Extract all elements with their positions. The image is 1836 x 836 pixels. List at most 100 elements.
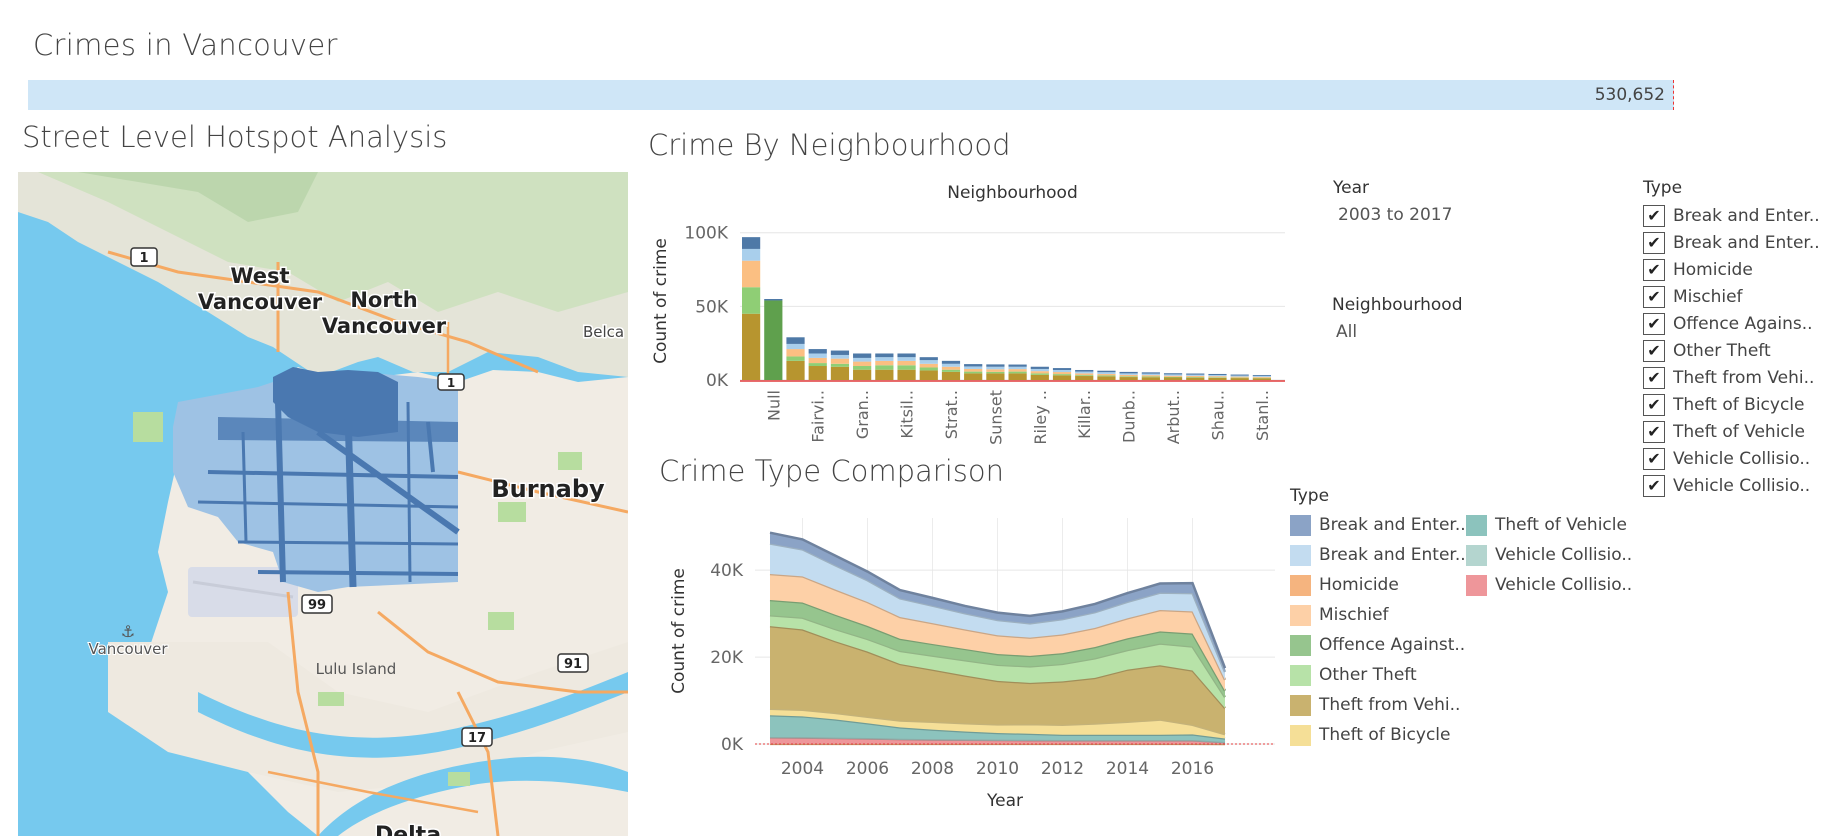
checkbox-checked-icon[interactable]: ✔ — [1643, 393, 1665, 416]
type-filter-item[interactable]: ✔ Theft from Vehi.. — [1643, 364, 1836, 391]
bar-segment[interactable] — [1008, 371, 1027, 374]
bar-segment[interactable] — [1141, 377, 1160, 380]
checkbox-checked-icon[interactable]: ✔ — [1643, 339, 1665, 362]
bar-segment[interactable] — [919, 363, 938, 368]
bar-segment[interactable] — [964, 373, 983, 380]
area-series[interactable] — [770, 615, 1225, 709]
bar-segment[interactable] — [875, 360, 894, 366]
bar-segment[interactable] — [1008, 369, 1027, 372]
bar-segment[interactable] — [1252, 376, 1272, 378]
total-crimes-bar[interactable]: 530,652 — [28, 80, 1674, 110]
bar-segment[interactable] — [1208, 373, 1227, 375]
bar-segment[interactable] — [1008, 366, 1027, 370]
area-series[interactable] — [770, 600, 1225, 698]
bar-segment[interactable] — [786, 356, 805, 361]
bar-segment[interactable] — [1075, 371, 1094, 374]
bar-segment[interactable] — [941, 371, 961, 380]
bar-segment[interactable] — [941, 360, 961, 364]
bar-segment[interactable] — [1030, 373, 1049, 375]
checkbox-checked-icon[interactable]: ✔ — [1643, 447, 1665, 470]
legend-item[interactable]: Homicide — [1290, 570, 1470, 600]
bar-segment[interactable] — [1163, 375, 1183, 377]
bar-segment[interactable] — [1119, 371, 1138, 374]
bar-segment[interactable] — [764, 300, 783, 380]
type-filter-item[interactable]: ✔ Break and Enter.. — [1643, 229, 1836, 256]
bar-segment[interactable] — [1252, 378, 1272, 380]
bar-segment[interactable] — [941, 366, 961, 370]
bar-segment[interactable] — [764, 299, 783, 301]
crime-type-area-chart[interactable]: 40K 20K 0K 2004 2006 2008 2010 2012 2014 2016 Year… — [660, 498, 1280, 818]
legend-item[interactable]: Vehicle Collisio.. — [1466, 570, 1646, 600]
bar-segment[interactable] — [742, 287, 761, 314]
bar-segment[interactable] — [808, 366, 827, 380]
bar-segment[interactable] — [941, 369, 961, 372]
bar-segment[interactable] — [830, 363, 850, 367]
bar-segment[interactable] — [1097, 375, 1116, 377]
type-filter-item[interactable]: ✔ Homicide — [1643, 256, 1836, 283]
bar-segment[interactable] — [1030, 368, 1049, 372]
legend-item[interactable]: Offence Against.. — [1290, 630, 1470, 660]
bar-segment[interactable] — [830, 358, 850, 364]
bar-segment[interactable] — [808, 349, 827, 354]
bar-segment[interactable] — [897, 353, 916, 358]
legend-item[interactable]: Mischief — [1290, 600, 1470, 630]
bar-segment[interactable] — [964, 371, 983, 374]
bar-segment[interactable] — [875, 369, 894, 380]
checkbox-checked-icon[interactable]: ✔ — [1643, 366, 1665, 389]
checkbox-checked-icon[interactable]: ✔ — [1643, 474, 1665, 497]
bar-segment[interactable] — [1119, 376, 1138, 378]
checkbox-checked-icon[interactable]: ✔ — [1643, 285, 1665, 308]
bar-segment[interactable] — [875, 357, 894, 361]
bar-segment[interactable] — [1163, 373, 1183, 375]
legend-item[interactable]: Break and Enter.. — [1290, 510, 1470, 540]
bar-segment[interactable] — [1097, 376, 1116, 380]
bar-segment[interactable] — [964, 366, 983, 369]
bar-segment[interactable] — [786, 343, 805, 350]
area-series[interactable] — [770, 626, 1225, 735]
bar-segment[interactable] — [1186, 374, 1205, 376]
bar-segment[interactable] — [986, 369, 1005, 372]
bar-segment[interactable] — [1208, 376, 1227, 378]
bar-segment[interactable] — [986, 373, 1005, 380]
bar-segment[interactable] — [1230, 374, 1249, 376]
bar-segment[interactable] — [853, 353, 872, 358]
bar-segment[interactable] — [786, 349, 805, 357]
bar-segment[interactable] — [742, 313, 761, 380]
bar-segment[interactable] — [1141, 372, 1160, 374]
bar-segment[interactable] — [1052, 375, 1072, 380]
bar-segment[interactable] — [1186, 377, 1205, 380]
bar-segment[interactable] — [1163, 374, 1183, 376]
bar-segment[interactable] — [1252, 375, 1272, 377]
bar-segment[interactable] — [875, 353, 894, 358]
bar-segment[interactable] — [875, 365, 894, 370]
bar-segment[interactable] — [853, 357, 872, 362]
bar-segment[interactable] — [1052, 368, 1072, 370]
type-filter-item[interactable]: ✔ Theft of Bicycle — [1643, 391, 1836, 418]
bar-segment[interactable] — [1141, 373, 1160, 376]
bar-segment[interactable] — [1052, 369, 1072, 373]
bar-segment[interactable] — [1186, 377, 1205, 378]
bar-segment[interactable] — [786, 360, 805, 380]
bar-segment[interactable] — [964, 368, 983, 372]
bar-segment[interactable] — [1141, 376, 1160, 378]
bar-segment[interactable] — [941, 363, 961, 367]
legend-item[interactable]: Theft of Bicycle — [1290, 720, 1470, 750]
legend-item[interactable]: Break and Enter.. — [1290, 540, 1470, 570]
bar-segment[interactable] — [830, 366, 850, 380]
bar-segment[interactable] — [919, 357, 938, 361]
hotspot-map[interactable]: 1 99 91 17 1 West Vancouver North Vancou… — [18, 172, 628, 836]
bar-segment[interactable] — [1075, 373, 1094, 376]
bar-segment[interactable] — [1119, 373, 1138, 375]
bar-segment[interactable] — [919, 370, 938, 380]
year-filter-value[interactable]: 2003 to 2017 — [1338, 205, 1453, 225]
bar-segment[interactable] — [1052, 372, 1072, 375]
bar-segment[interactable] — [1008, 364, 1027, 367]
neighbourhood-bar-chart[interactable]: Neighbourhood 100K 50K 0K Count of crime Null… — [640, 178, 1290, 448]
bar-segment[interactable] — [853, 361, 872, 367]
bar-segment[interactable] — [742, 260, 761, 288]
bar-segment[interactable] — [1208, 377, 1227, 378]
checkbox-checked-icon[interactable]: ✔ — [1643, 231, 1665, 254]
bar-segment[interactable] — [1119, 377, 1138, 380]
bar-segment[interactable] — [808, 357, 827, 364]
bar-segment[interactable] — [897, 365, 916, 370]
